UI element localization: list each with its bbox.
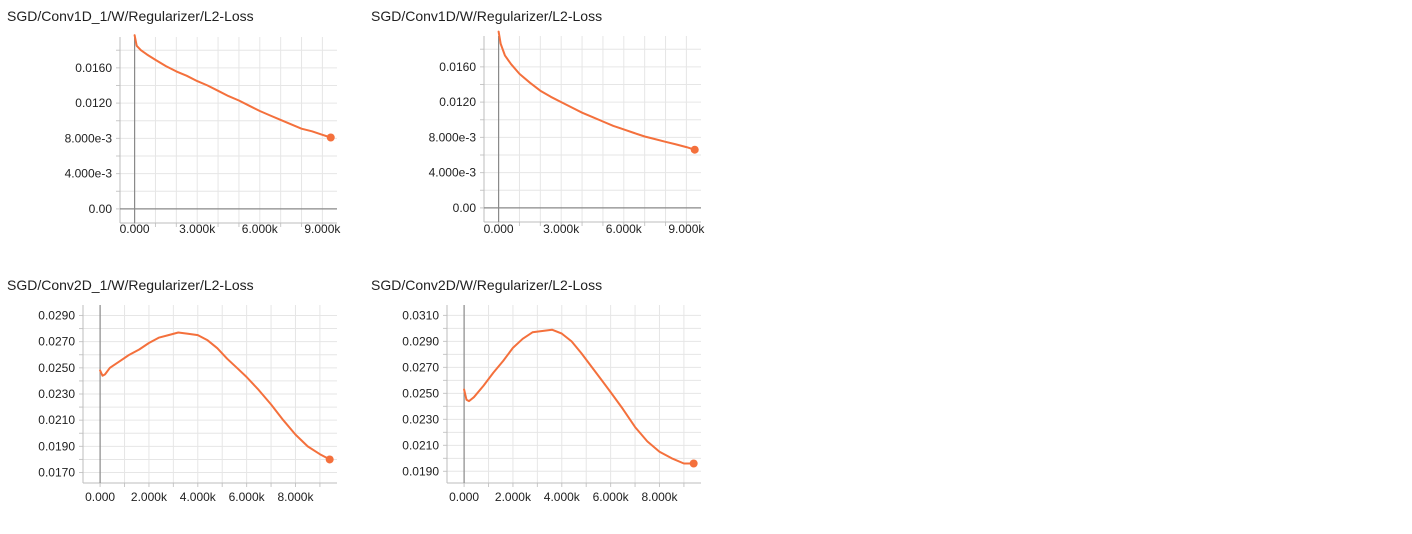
chart-conv2d-svg: 0.000 2.000k 4.000k 6.000k 8.000k 0.0190 0.021…: [402, 305, 701, 504]
chart-card-conv1d-1: SGD/Conv1D_1/W/Regularizer/L2-Loss 0.000…: [7, 8, 347, 248]
series-line: [497, 30, 696, 151]
y-tick-label: 4.000e-3: [65, 167, 113, 181]
y-tick-label: 0.0160: [439, 60, 476, 74]
y-tick-label: 0.0120: [439, 95, 476, 109]
chart-conv1d-1-svg: 0.000 3.000k 6.000k 9.000k 0.00 4.000e-3 8.000…: [65, 34, 341, 236]
y-tick-label: 0.0250: [402, 386, 439, 400]
x-tick-label: 0.000: [120, 222, 150, 236]
y-tick-label: 0.0210: [402, 438, 439, 452]
y-tick-label: 0.0120: [75, 96, 112, 110]
x-tick-label: 9.000k: [668, 222, 705, 236]
y-tick-label: 8.000e-3: [65, 131, 113, 145]
x-tick-label: 3.000k: [543, 222, 580, 236]
chart-title: SGD/Conv2D_1/W/Regularizer/L2-Loss: [7, 277, 254, 293]
chart-conv1d-svg: 0.000 3.000k 6.000k 9.000k 0.00 4.000e-3 8.000…: [429, 30, 705, 236]
x-tick-label: 6.000k: [606, 222, 643, 236]
y-tick-label: 4.000e-3: [429, 166, 477, 180]
chart-card-conv2d: SGD/Conv2D/W/Regularizer/L2-Loss 0.000 2.…: [371, 277, 711, 517]
x-tick-label: 6.000k: [593, 490, 630, 504]
x-tick-label: 8.000k: [277, 490, 314, 504]
y-tick-label: 0.0190: [38, 439, 75, 453]
chart-card-conv2d-1: SGD/Conv2D_1/W/Regularizer/L2-Loss 0.000…: [7, 277, 347, 517]
series-line: [463, 328, 695, 465]
series-end-point: [689, 459, 698, 468]
y-tick-label: 0.0210: [38, 413, 75, 427]
series-line: [133, 34, 332, 139]
x-tick-label: 4.000k: [180, 490, 217, 504]
y-tick-label: 0.00: [89, 202, 113, 216]
y-tick-label: 0.0310: [402, 308, 439, 322]
y-tick-label: 0.0270: [402, 360, 439, 374]
y-tick-label: 0.0170: [38, 466, 75, 480]
x-tick-label: 2.000k: [495, 490, 532, 504]
x-tick-label: 0.000: [449, 490, 479, 504]
series-end-point: [325, 455, 334, 464]
x-tick-label: 0.000: [85, 490, 115, 504]
chart-conv2d-1-svg: 0.000 2.000k 4.000k 6.000k 8.000k 0.0170 0.019…: [38, 305, 337, 504]
y-tick-label: 0.0250: [38, 361, 75, 375]
x-tick-label: 6.000k: [229, 490, 266, 504]
y-tick-label: 8.000e-3: [429, 130, 477, 144]
y-tick-label: 0.0270: [38, 335, 75, 349]
chart-title: SGD/Conv1D/W/Regularizer/L2-Loss: [371, 8, 603, 24]
x-tick-label: 0.000: [484, 222, 514, 236]
y-tick-label: 0.0290: [402, 334, 439, 348]
y-tick-label: 0.0290: [38, 308, 75, 322]
series-line: [99, 331, 331, 461]
x-tick-label: 9.000k: [304, 222, 341, 236]
x-tick-label: 2.000k: [131, 490, 168, 504]
y-tick-label: 0.0160: [75, 61, 112, 75]
x-tick-label: 8.000k: [641, 490, 678, 504]
y-tick-label: 0.0230: [402, 412, 439, 426]
y-tick-label: 0.00: [453, 201, 477, 215]
y-tick-label: 0.0190: [402, 464, 439, 478]
chart-title: SGD/Conv1D_1/W/Regularizer/L2-Loss: [7, 8, 254, 24]
x-tick-label: 3.000k: [179, 222, 216, 236]
x-tick-label: 6.000k: [242, 222, 279, 236]
x-tick-label: 4.000k: [544, 490, 581, 504]
chart-card-conv1d: SGD/Conv1D/W/Regularizer/L2-Loss 0.000 3.…: [371, 8, 711, 248]
series-end-point: [690, 145, 699, 154]
series-end-point: [326, 133, 335, 142]
y-tick-label: 0.0230: [38, 387, 75, 401]
chart-title: SGD/Conv2D/W/Regularizer/L2-Loss: [371, 277, 603, 293]
